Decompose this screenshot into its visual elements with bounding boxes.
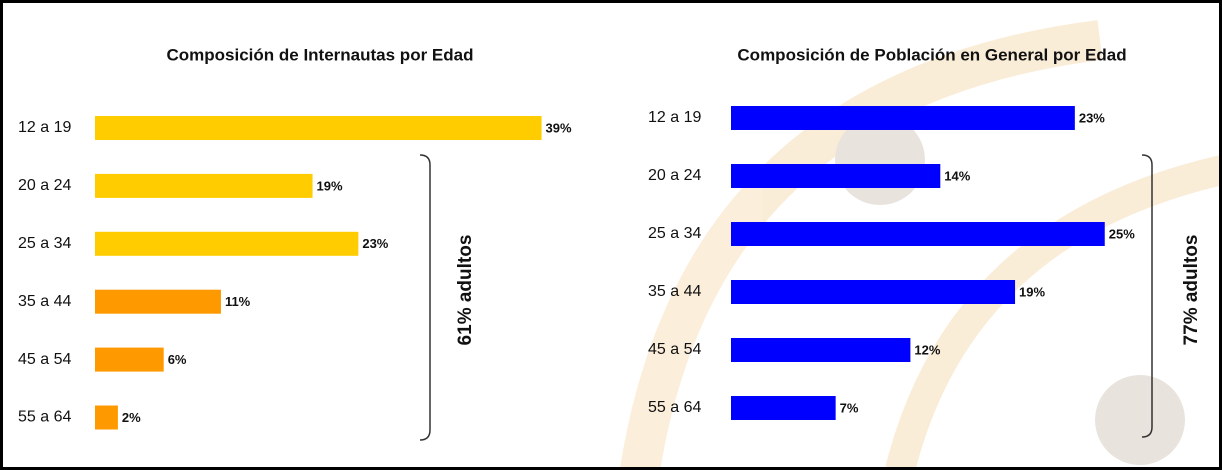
category-label: 12 a 19	[18, 119, 71, 136]
bracket	[419, 154, 431, 441]
bar	[731, 222, 1105, 246]
category-label: 55 a 64	[18, 409, 71, 426]
category-label: 20 a 24	[648, 167, 701, 184]
category-label: 25 a 34	[648, 225, 701, 242]
bar	[95, 173, 313, 198]
bar	[95, 347, 164, 372]
category-label: 35 a 44	[18, 293, 71, 310]
bracket	[1141, 154, 1153, 438]
category-label: 45 a 54	[648, 341, 701, 358]
bar	[95, 231, 359, 256]
value-label: 25%	[1109, 226, 1135, 241]
value-label: 39%	[546, 120, 572, 135]
value-label: 11%	[225, 294, 251, 309]
annotation: 77% adultos	[1181, 235, 1202, 346]
value-label: 6%	[168, 352, 187, 367]
annotation: 61% adultos	[455, 235, 476, 346]
value-label: 7%	[840, 400, 859, 415]
value-label: 12%	[914, 342, 940, 357]
bar	[731, 280, 1016, 304]
category-label: 20 a 24	[18, 177, 71, 194]
category-label: 45 a 54	[18, 351, 71, 368]
value-label: 14%	[944, 168, 970, 183]
value-label: 19%	[317, 178, 343, 193]
bar	[731, 164, 941, 188]
chart-title: Composición de Internautas por Edad	[167, 45, 474, 64]
category-label: 25 a 34	[18, 235, 71, 252]
value-label: 23%	[1079, 110, 1105, 125]
category-label: 12 a 19	[648, 109, 701, 126]
value-label: 19%	[1019, 284, 1045, 299]
bar	[95, 405, 118, 430]
bar	[95, 289, 221, 314]
bar	[731, 338, 911, 362]
bar	[95, 116, 542, 140]
value-label: 23%	[362, 236, 388, 251]
category-label: 55 a 64	[648, 399, 701, 416]
category-label: 35 a 44	[648, 283, 701, 300]
bar	[731, 396, 836, 420]
chart-title: Composición de Población en General por …	[737, 45, 1126, 64]
bar	[731, 106, 1075, 130]
value-label: 2%	[122, 410, 141, 425]
